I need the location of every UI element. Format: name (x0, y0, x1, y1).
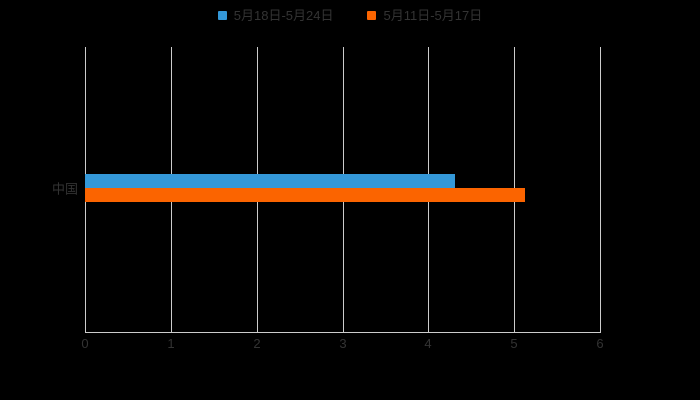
legend-item-label: 5月18日-5月24日 (233, 7, 334, 23)
bar-series-1[interactable] (85, 174, 455, 188)
x-tick-label: 1 (167, 336, 175, 351)
x-tick-mark (343, 328, 344, 333)
legend-swatch-icon (217, 10, 227, 20)
bar-series-2[interactable] (85, 188, 526, 202)
x-tick-mark (257, 328, 258, 333)
x-tick-label: 6 (596, 336, 604, 351)
legend-item-series-1[interactable]: 5月18日-5月24日 (217, 7, 334, 23)
legend-item-label: 5月11日-5月17日 (383, 7, 483, 23)
plot-area (85, 47, 601, 328)
category-label-china: 中国 (51, 181, 78, 197)
legend-item-series-2[interactable]: 5月11日-5月17日 (367, 9, 482, 22)
chart-legend: 5月18日-5月24日 5月11日-5月17日 (0, 4, 700, 26)
x-tick-mark (171, 328, 172, 333)
x-tick-mark (514, 328, 515, 333)
x-tick-label: 0 (81, 336, 89, 351)
legend-swatch-icon (367, 10, 377, 20)
x-tick-mark (600, 328, 601, 333)
x-tick-label: 3 (339, 336, 347, 351)
x-tick-label: 4 (424, 336, 432, 351)
x-tick-label: 2 (253, 336, 261, 351)
x-tick-mark (85, 328, 86, 333)
x-tick-label: 5 (510, 336, 518, 351)
x-tick-mark (428, 328, 429, 333)
gridline (514, 47, 515, 328)
gridline (600, 47, 601, 328)
